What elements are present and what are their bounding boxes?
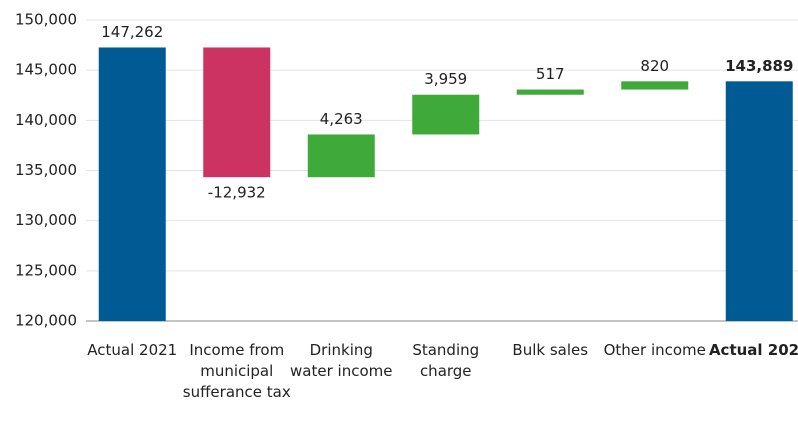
x-tick-label: Income from municipal sufferance tax [182, 341, 291, 401]
bar [516, 89, 584, 95]
value-label: 3,959 [424, 70, 467, 88]
y-tick-label: 125,000 [15, 261, 77, 279]
x-tick-label: Actual 2021 [87, 341, 178, 359]
value-label: 820 [640, 57, 669, 75]
bar [307, 134, 375, 178]
x-tick-label: Standing charge [412, 341, 480, 380]
x-tick-label: Other income [603, 341, 706, 359]
y-tick-label: 140,000 [15, 111, 77, 129]
y-tick-label: 120,000 [15, 312, 77, 330]
value-label: 517 [536, 65, 565, 83]
value-label: 4,263 [320, 110, 363, 128]
bar [725, 81, 793, 322]
value-label: 147,262 [101, 23, 163, 41]
x-tick-label: Bulk sales [512, 341, 589, 359]
x-tick-label: Drinking water income [290, 341, 393, 380]
x-tick-label: Actual 2022 [708, 341, 798, 359]
value-label: 143,889 [725, 57, 793, 75]
bar [412, 94, 480, 135]
value-label: -12,932 [208, 184, 266, 202]
y-tick-label: 145,000 [15, 61, 77, 79]
y-tick-label: 130,000 [15, 211, 77, 229]
bar [621, 81, 689, 90]
bar [98, 47, 166, 322]
y-tick-label: 150,000 [15, 11, 77, 29]
y-tick-label: 135,000 [15, 161, 77, 179]
bar [203, 47, 271, 178]
